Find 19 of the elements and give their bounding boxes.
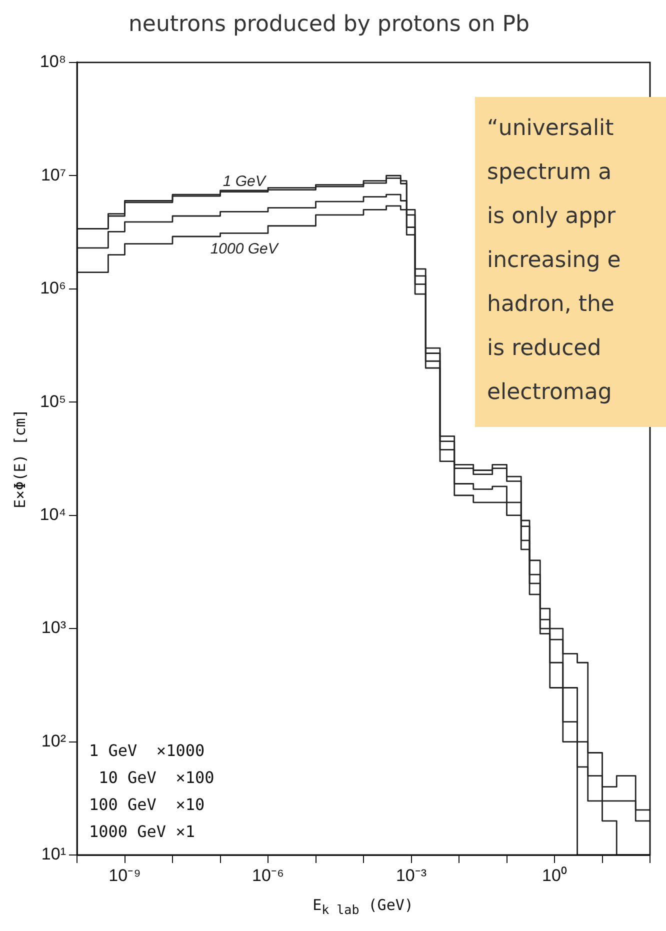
x-tick-label: 10⁻³ [396, 866, 427, 885]
x-axis-title: E$_{k lab}$ (GeV) [312, 896, 414, 917]
y-tick-label: 10¹ [41, 844, 66, 864]
y-axis-title: E×Φ(E) [cm] [10, 409, 29, 508]
y-tick-label: 10⁷ [40, 165, 66, 184]
y-tick-label: 10⁵ [40, 392, 66, 411]
y-tick-label: 10⁴ [40, 505, 66, 524]
series-label: 1000 GeV [210, 240, 280, 258]
y-tick-label: 10² [41, 731, 66, 750]
y-tick-label: 10⁸ [40, 52, 66, 72]
x-tick-label: 10⁻⁹ [108, 866, 141, 885]
series-label: 1 GeV [222, 172, 268, 190]
y-tick-label: 10⁶ [40, 278, 66, 298]
annotation: 1 GeV ×1000 10 GeV ×100 100 GeV ×10 1000 GeV ×1 [89, 741, 214, 842]
annotation: “universalit spectrum a is only appr increasing e hadron, the is reduced electromag [487, 115, 622, 407]
y-tick-label: 10³ [41, 618, 66, 638]
x-tick-label: 10⁻⁶ [252, 866, 284, 885]
x-tick-label: 10⁰ [542, 866, 567, 885]
chart-title: neutrons produced by protons on Pb [128, 12, 530, 37]
